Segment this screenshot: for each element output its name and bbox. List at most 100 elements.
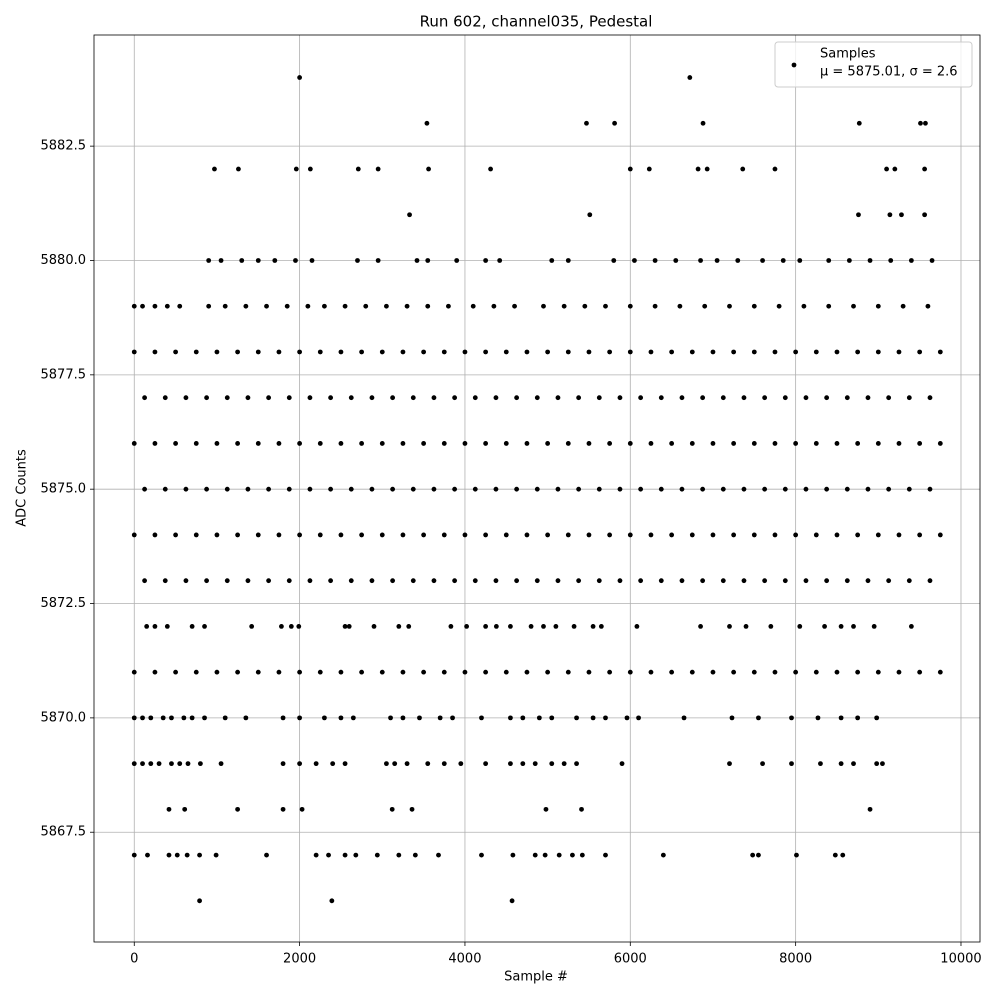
point — [297, 761, 303, 767]
point — [607, 532, 613, 538]
plot-frame — [93, 34, 981, 943]
point — [305, 303, 311, 309]
point — [638, 578, 644, 584]
point — [875, 532, 881, 538]
point — [582, 303, 588, 309]
point — [710, 441, 716, 446]
point — [867, 806, 873, 812]
point — [794, 852, 799, 858]
point — [681, 715, 687, 721]
point — [338, 715, 344, 721]
point — [330, 761, 336, 767]
point — [472, 395, 478, 401]
point — [834, 349, 840, 355]
point — [741, 395, 747, 401]
point — [338, 349, 344, 355]
point — [342, 624, 348, 629]
point — [917, 349, 923, 355]
point — [750, 852, 756, 858]
point — [410, 395, 416, 401]
point — [503, 441, 509, 446]
point — [710, 669, 716, 675]
point — [414, 258, 420, 263]
point — [222, 303, 228, 309]
point — [813, 441, 819, 446]
point — [702, 303, 708, 309]
point — [520, 761, 526, 767]
point — [908, 624, 914, 629]
point — [549, 761, 555, 767]
point — [297, 75, 303, 80]
point — [751, 303, 757, 309]
point — [607, 349, 613, 355]
point — [617, 486, 623, 492]
y-tick-label: 5867.5 — [41, 825, 87, 840]
point — [483, 349, 489, 355]
point — [700, 578, 706, 584]
y-tick-label: 5872.5 — [41, 596, 87, 611]
point — [338, 532, 344, 538]
point — [297, 349, 303, 355]
point — [710, 349, 716, 355]
point — [297, 715, 303, 721]
point — [727, 624, 732, 629]
point — [892, 166, 898, 172]
point — [534, 395, 540, 401]
point — [918, 120, 923, 126]
point — [689, 532, 695, 538]
point — [648, 669, 654, 675]
point — [266, 395, 272, 401]
point — [483, 258, 489, 263]
point — [296, 624, 302, 629]
point — [865, 486, 871, 492]
point — [272, 258, 278, 263]
point — [169, 761, 174, 767]
point — [160, 715, 166, 721]
point — [731, 349, 737, 355]
point — [751, 441, 757, 446]
point — [844, 578, 850, 584]
point — [556, 852, 562, 858]
point — [396, 852, 402, 858]
point — [617, 578, 623, 584]
point — [648, 349, 654, 355]
point — [425, 761, 431, 767]
point — [412, 852, 418, 858]
point — [286, 578, 292, 584]
point — [729, 715, 735, 721]
point — [541, 624, 546, 629]
point — [555, 395, 561, 401]
point — [410, 578, 416, 584]
point — [369, 578, 375, 584]
point — [390, 486, 396, 492]
point — [224, 578, 230, 584]
point — [379, 349, 385, 355]
point — [669, 349, 675, 355]
point — [741, 486, 747, 492]
point — [493, 578, 499, 584]
point — [797, 624, 803, 629]
y-tick-label: 5875.0 — [41, 482, 87, 497]
point — [400, 349, 406, 355]
x-tick-label: 6000 — [614, 952, 647, 967]
point — [164, 303, 170, 309]
point — [851, 761, 856, 767]
point — [156, 761, 162, 767]
point — [328, 486, 334, 492]
point — [855, 669, 861, 675]
point — [844, 395, 850, 401]
point — [404, 761, 410, 767]
point — [189, 624, 195, 629]
point — [450, 715, 455, 721]
point — [245, 486, 251, 492]
point — [524, 532, 530, 538]
point — [371, 624, 377, 629]
point — [384, 761, 389, 767]
point — [197, 898, 202, 904]
point — [603, 303, 608, 309]
point — [245, 578, 251, 584]
point — [375, 166, 381, 172]
point — [328, 578, 334, 584]
legend-note: μ = 5875.01, σ = 2.6 — [820, 65, 958, 80]
point — [611, 258, 617, 263]
